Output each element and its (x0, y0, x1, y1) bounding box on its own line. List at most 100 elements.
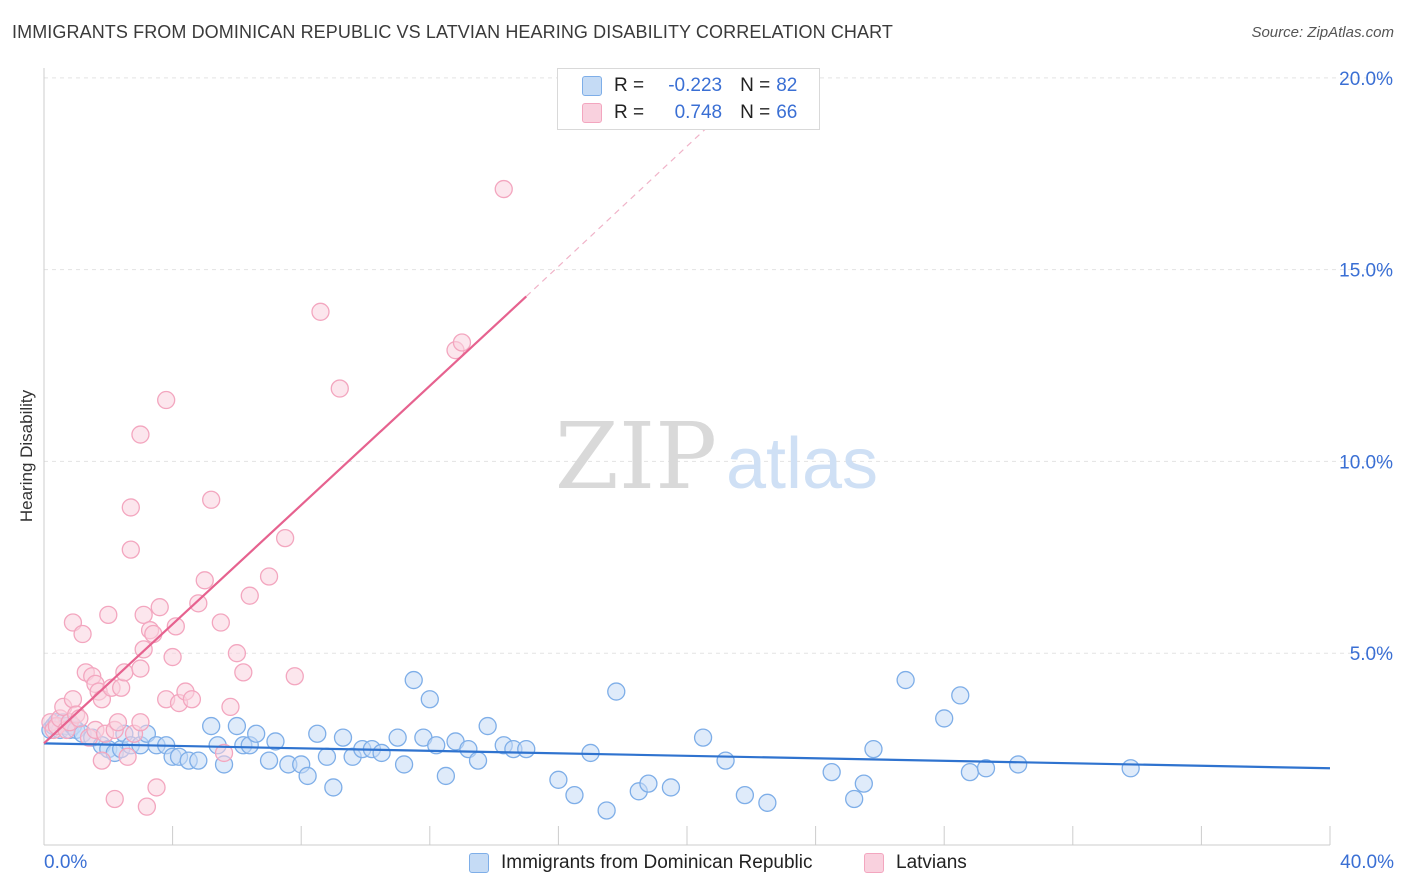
latvian-point (115, 663, 134, 682)
latvian-point (259, 567, 279, 586)
dominican-point (333, 728, 353, 747)
latvian-point (195, 571, 214, 590)
latvian-point (157, 390, 176, 410)
dominican-point (976, 759, 996, 778)
latvian-point (182, 690, 202, 709)
latvian-point (150, 598, 169, 617)
latvian-point (121, 540, 140, 559)
dominican-point (735, 785, 755, 805)
legend-n-value: 66 (776, 102, 798, 123)
chart-source: Source: ZipAtlas.com (1251, 24, 1394, 41)
dominican-point (266, 732, 285, 751)
latvian-point (144, 624, 163, 644)
latvian-point (118, 747, 137, 766)
latvian-point (166, 617, 185, 636)
legend-swatch-latvian (864, 853, 884, 873)
latvian-point (494, 179, 513, 199)
dominican-point (227, 716, 247, 736)
latvian-point (92, 751, 112, 770)
latvian-point (131, 659, 150, 678)
legend-r-label: R = (614, 102, 645, 123)
correlation-legend: R = -0.223 N = 82 R = 0.748 N = 66 (557, 68, 820, 130)
latvian-point (285, 667, 304, 686)
dominican-point (661, 778, 681, 797)
latvian-point (137, 797, 157, 816)
legend-row-dominican: R = -0.223 N = 82 (582, 73, 797, 99)
series-latvian-points (41, 179, 513, 816)
latvian-point (63, 690, 83, 709)
dominican-point (427, 736, 446, 755)
dominican-point (845, 789, 864, 809)
latvian-point (105, 789, 124, 809)
y-tick-label: 10.0% (1339, 452, 1393, 473)
latvian-point (108, 713, 128, 732)
chart-title: IMMIGRANTS FROM DOMINICAN REPUBLIC VS LA… (12, 22, 893, 42)
legend-item-latvian[interactable]: Latvians (864, 852, 967, 874)
latvian-point (189, 594, 208, 613)
latvian-point (452, 333, 472, 352)
dominican-point (259, 751, 279, 770)
latvian-point (131, 713, 150, 732)
dominican-point (468, 751, 488, 770)
axes (43, 68, 1331, 846)
dominican-point (935, 709, 954, 728)
latvian-point (221, 697, 240, 717)
trend-lines (43, 115, 1331, 770)
latvian-point (202, 490, 221, 509)
latvian-point (134, 605, 153, 624)
legend-item-dominican[interactable]: Immigrants from Dominican Republic (469, 852, 813, 874)
latvian-point (70, 709, 89, 728)
dominican-point (394, 755, 414, 774)
latvian-point (211, 613, 230, 632)
dominican-point (436, 766, 456, 786)
latvian-trend-extension (525, 115, 720, 297)
latvian-point (234, 663, 253, 682)
dominican-point (298, 766, 317, 786)
dominican-point (549, 770, 568, 789)
latvian-point (330, 379, 349, 398)
dominican-point (565, 785, 584, 805)
legend-n-label: N = (740, 75, 771, 96)
latvian-trend-line (43, 295, 527, 745)
dominican-point (404, 670, 423, 690)
y-tick-label: 5.0% (1350, 644, 1393, 665)
dominican-point (317, 747, 337, 766)
dominican-point (960, 762, 980, 782)
latvian-point (275, 528, 295, 548)
dominican-point (420, 690, 439, 709)
dominican-point (758, 793, 777, 812)
latvian-point (73, 624, 92, 644)
legend-label-dominican: Immigrants from Dominican Republic (501, 852, 813, 873)
dominican-point (896, 670, 915, 690)
dominican-point (854, 774, 873, 793)
legend-r-label: R = (614, 75, 645, 96)
legend-label-latvian: Latvians (896, 852, 967, 873)
dominican-point (478, 716, 497, 736)
gridlines (44, 77, 1394, 654)
dominican-point (597, 801, 616, 820)
y-tick-label: 15.0% (1339, 261, 1393, 282)
dominican-point (639, 774, 658, 793)
latvian-point (112, 678, 131, 697)
dominican-point (1121, 759, 1140, 778)
latvian-point (99, 605, 118, 624)
y-tick-labels: 5.0% 10.0% 15.0% 20.0% (1339, 69, 1393, 665)
legend-r-value: 0.748 (674, 102, 723, 123)
dominican-trend-line (43, 742, 1331, 770)
latvian-point (240, 586, 259, 605)
dominican-point (388, 728, 407, 747)
watermark-zip: ZIP (555, 403, 717, 510)
dominican-point (202, 716, 221, 736)
dominican-point (607, 682, 626, 701)
legend-swatch-dominican (582, 76, 602, 96)
series-dominican-points (41, 670, 1140, 820)
latvian-point (131, 425, 150, 444)
latvian-point (227, 644, 247, 663)
dominican-point (247, 724, 266, 743)
y-tick-label: 20.0% (1339, 69, 1393, 90)
legend-n-label: N = (740, 102, 771, 123)
dominican-point (517, 739, 536, 759)
dominican-point (189, 751, 208, 770)
dominican-point (1008, 755, 1028, 774)
